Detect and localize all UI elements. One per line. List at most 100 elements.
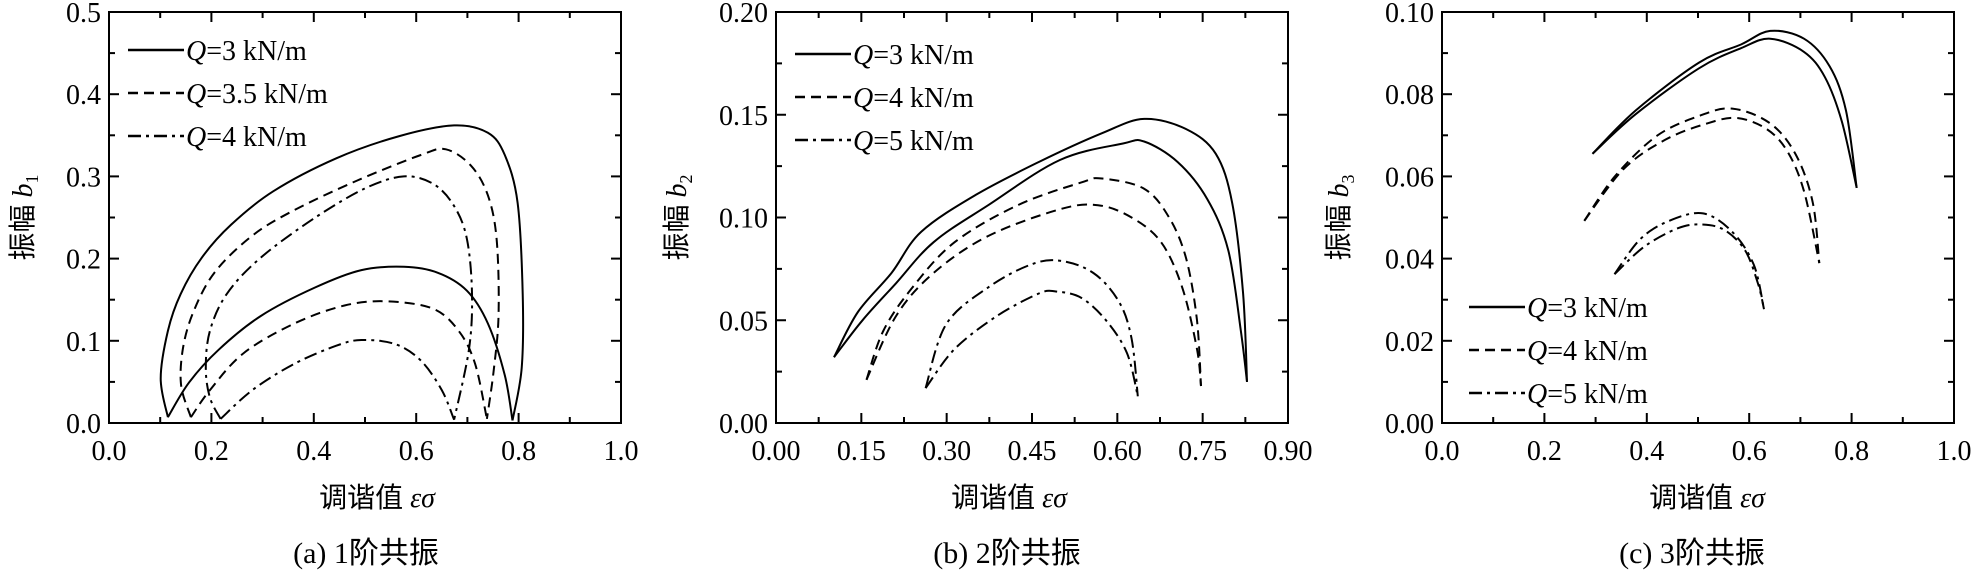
chart-panel-c: 0.0 0.2 0.4 0.6 0.8 1.0 0.00 0.02 0.04 0.06 0.08 0.… [1323, 0, 1972, 570]
x-tick-label: 0.45 [1008, 436, 1057, 467]
y-tick-label: 0.20 [719, 0, 768, 29]
y-tick-label: 0.04 [1385, 245, 1434, 276]
x-axis-title-text: 调谐值 [951, 482, 1042, 514]
x-tick-label: 0.60 [1093, 436, 1142, 467]
y-axis-title: 振幅 b2 [661, 174, 696, 260]
series-line-lower [1613, 223, 1765, 310]
legend-label-var: Q [1527, 379, 1547, 410]
series-dashdot [1613, 211, 1765, 310]
series-line-upper [204, 175, 474, 420]
series-line-lower [219, 338, 456, 421]
y-tick-label: 0.05 [719, 306, 768, 337]
y-axis-title-text: 振幅 [1323, 197, 1355, 260]
legend-label-var: Q [1527, 336, 1547, 367]
y-axis-title-sub: 1 [22, 174, 42, 183]
series-dashed [179, 147, 500, 420]
y-tick-label: 0.08 [1385, 80, 1434, 111]
x-axis-title-text: 调谐值 [319, 482, 410, 514]
legend-label-var: Q [853, 126, 873, 157]
legend-label: Q=3.5 kN/m [186, 79, 328, 110]
x-axis-title: 调谐值 εσ [951, 482, 1068, 514]
x-tick-label: 0.0 [92, 436, 127, 467]
x-axis-title-var: εσ [410, 483, 436, 514]
y-tick-label: 0.06 [1385, 162, 1434, 193]
series-line-lower [167, 265, 514, 421]
plot-frame [1441, 11, 1955, 424]
series-dashed [865, 177, 1202, 387]
y-tick-label: 0.2 [66, 245, 101, 276]
series-line-upper [1583, 107, 1821, 264]
legend-label: Q=5 kN/m [853, 126, 974, 157]
panel-caption: (b) 2阶共振 [933, 537, 1080, 570]
series-line-upper [159, 124, 525, 421]
y-tick-label: 0.00 [719, 409, 768, 440]
series-line-upper [833, 117, 1248, 382]
legend-label-text: =3 kN/m [206, 36, 307, 67]
legend-label-text: =3 kN/m [873, 40, 974, 71]
y-tick-label: 0.15 [719, 101, 768, 132]
plot-frame [108, 11, 622, 424]
x-tick-label: 1.0 [1937, 436, 1972, 467]
series-line-lower [1583, 116, 1821, 264]
legend-label: Q=3 kN/m [1527, 293, 1648, 324]
y-tick-label: 0.1 [66, 327, 101, 358]
chart-panel-b: 0.00 0.15 0.30 0.45 0.60 0.75 0.90 0.00 0.05 0.10… [661, 0, 1313, 570]
x-tick-label: 0.4 [296, 436, 331, 467]
y-axis-title-text: 振幅 [7, 197, 39, 260]
series-line-lower [190, 300, 488, 420]
legend-label: Q=5 kN/m [1527, 379, 1648, 410]
y-axis-title-sub: 3 [1338, 174, 1358, 183]
y-axis-title-var: b [662, 183, 693, 197]
x-axis-title-text: 调谐值 [1649, 482, 1740, 514]
y-axis-title-var: b [8, 183, 39, 197]
legend-label-text: =3.5 kN/m [206, 79, 328, 110]
y-tick-label: 0.00 [1385, 409, 1434, 440]
y-axis-title-var: b [1324, 183, 1355, 197]
y-axis-title-sub: 2 [676, 174, 696, 183]
legend-label-var: Q [1527, 293, 1547, 324]
y-tick-label: 0.10 [719, 204, 768, 235]
x-tick-label: 0.15 [837, 436, 886, 467]
x-tick-label: 0.00 [752, 436, 801, 467]
x-tick-label: 0.6 [1732, 436, 1767, 467]
panel-caption: (c) 3阶共振 [1619, 537, 1765, 570]
legend-label: Q=4 kN/m [1527, 336, 1648, 367]
x-tick-label: 0.90 [1264, 436, 1313, 467]
x-axis-title-var: εσ [1740, 483, 1766, 514]
legend-label-text: =5 kN/m [1547, 379, 1648, 410]
series-line-upper [1591, 29, 1858, 189]
legend-label-var: Q [853, 83, 873, 114]
x-tick-label: 0.30 [922, 436, 971, 467]
panel-caption: (a) 1阶共振 [293, 537, 439, 570]
x-tick-label: 0.75 [1178, 436, 1227, 467]
legend-label-text: =3 kN/m [1547, 293, 1648, 324]
legend-label: Q=4 kN/m [186, 122, 307, 153]
x-tick-label: 0.8 [501, 436, 536, 467]
legend-label-var: Q [186, 79, 206, 110]
series-line-lower [833, 138, 1248, 383]
y-tick-label: 0.5 [66, 0, 101, 29]
x-tick-label: 0.4 [1629, 436, 1664, 467]
series-line-lower [924, 289, 1139, 397]
x-tick-label: 0.0 [1425, 436, 1460, 467]
series-dashed [1583, 107, 1821, 264]
x-axis-title: 调谐值 εσ [1649, 482, 1766, 514]
legend-label-text: =4 kN/m [1547, 336, 1648, 367]
y-tick-label: 0.0 [66, 409, 101, 440]
series-line-upper [1613, 211, 1765, 310]
series-dashdot [924, 259, 1139, 397]
y-axis-title: 振幅 b3 [1323, 174, 1358, 260]
legend-label: Q=3 kN/m [853, 40, 974, 71]
x-tick-label: 0.2 [1527, 436, 1562, 467]
series-line-upper [865, 177, 1202, 387]
x-axis-title: 调谐值 εσ [319, 482, 436, 514]
legend-label-var: Q [186, 122, 206, 153]
x-tick-label: 0.8 [1834, 436, 1869, 467]
x-tick-label: 0.6 [399, 436, 434, 467]
legend-label-text: =5 kN/m [873, 126, 974, 157]
y-axis-title: 振幅 b1 [7, 174, 42, 260]
chart-panel-a: 0.0 0.2 0.4 0.6 0.8 1.0 0.0 0.1 0.2 0.3 0.4 0.5 调谐值 … [7, 0, 639, 570]
legend-label-var: Q [853, 40, 873, 71]
x-tick-label: 1.0 [604, 436, 639, 467]
